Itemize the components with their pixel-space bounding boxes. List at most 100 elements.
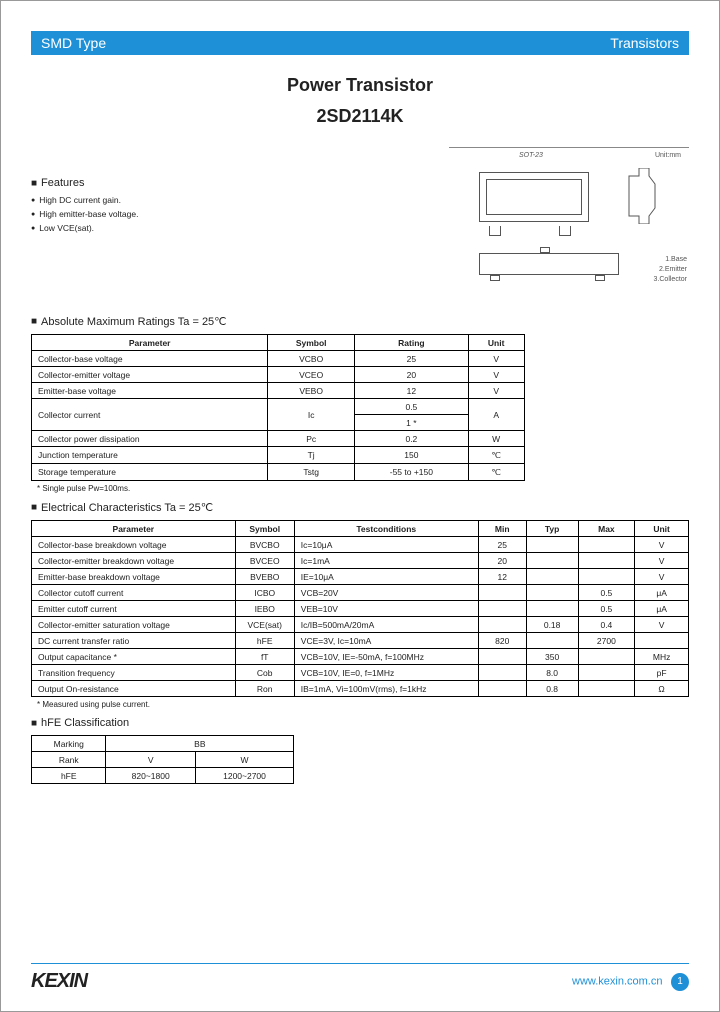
pkg-name: SOT-23 bbox=[519, 152, 543, 159]
table-header-row: Parameter Symbol Testconditions Min Typ … bbox=[32, 521, 689, 537]
abs-max-section: Absolute Maximum Ratings Ta = 25℃ Parame… bbox=[31, 315, 689, 493]
table-row: Emitter cutoff currentIEBOVEB=10V0.5μA bbox=[32, 601, 689, 617]
doc-title: Power Transistor bbox=[31, 75, 689, 96]
cell bbox=[578, 553, 635, 569]
table-row: Output capacitance *fTVCB=10V, IE=-50mA,… bbox=[32, 649, 689, 665]
pin-label: 3.Collector bbox=[654, 276, 687, 283]
col-header: Symbol bbox=[268, 335, 355, 351]
cell bbox=[478, 665, 526, 681]
cell bbox=[578, 681, 635, 697]
cell: 0.5 bbox=[578, 585, 635, 601]
col-header: Min bbox=[478, 521, 526, 537]
datasheet-page: SMD Type Transistors Power Transistor 2S… bbox=[0, 0, 720, 1012]
table-row: Output On-resistanceRonIB=1mA, Vi=100mV(… bbox=[32, 681, 689, 697]
cell: 20 bbox=[478, 553, 526, 569]
feature-item: Low VCE(sat). bbox=[31, 223, 429, 233]
cell: hFE bbox=[235, 633, 294, 649]
cell: Ron bbox=[235, 681, 294, 697]
cell: 0.18 bbox=[526, 617, 578, 633]
page-number: 1 bbox=[671, 973, 689, 991]
table-header-row: Parameter Symbol Rating Unit bbox=[32, 335, 525, 351]
cell: Ic=10μA bbox=[294, 537, 478, 553]
cell: DC current transfer ratio bbox=[32, 633, 236, 649]
cell: Rank bbox=[32, 752, 106, 768]
elec-note: * Measured using pulse current. bbox=[37, 700, 689, 709]
cell bbox=[526, 585, 578, 601]
cell: hFE bbox=[32, 768, 106, 784]
cell bbox=[526, 553, 578, 569]
table-row: Collector-base voltageVCBO25V bbox=[32, 351, 525, 367]
cell bbox=[578, 569, 635, 585]
col-header: Symbol bbox=[235, 521, 294, 537]
cell: VCB=20V bbox=[294, 585, 478, 601]
pin-label: 2.Emitter bbox=[659, 266, 687, 273]
table-row: Collector-emitter voltageVCEO20V bbox=[32, 367, 525, 383]
cell: IE=10μA bbox=[294, 569, 478, 585]
cell: VCB=10V, IE=0, f=1MHz bbox=[294, 665, 478, 681]
cell: V bbox=[635, 569, 689, 585]
elec-heading: Electrical Characteristics Ta = 25℃ bbox=[31, 501, 689, 514]
pkg-outline-side bbox=[627, 168, 657, 224]
cell: 25 bbox=[478, 537, 526, 553]
cell: Ω bbox=[635, 681, 689, 697]
cell: BVCBO bbox=[235, 537, 294, 553]
cell bbox=[478, 601, 526, 617]
table-row: Collector cutoff currentICBOVCB=20V0.5μA bbox=[32, 585, 689, 601]
cell bbox=[478, 585, 526, 601]
cell: Collector cutoff current bbox=[32, 585, 236, 601]
cell: Output On-resistance bbox=[32, 681, 236, 697]
cell: V bbox=[635, 537, 689, 553]
cell: 1200~2700 bbox=[195, 768, 293, 784]
pin-label: 1.Base bbox=[665, 256, 687, 263]
col-header: Rating bbox=[354, 335, 468, 351]
cell: VCE=3V, Ic=10mA bbox=[294, 633, 478, 649]
cell: MHz bbox=[635, 649, 689, 665]
footer: KEXIN www.kexin.com.cn 1 bbox=[31, 963, 689, 993]
cell: IB=1mA, Vi=100mV(rms), f=1kHz bbox=[294, 681, 478, 697]
abs-note: * Single pulse Pw=100ms. bbox=[37, 484, 689, 493]
cell: 8.0 bbox=[526, 665, 578, 681]
features-heading: Features bbox=[31, 177, 429, 189]
cell: fT bbox=[235, 649, 294, 665]
cell: 820 bbox=[478, 633, 526, 649]
table-row: Collector-emitter breakdown voltageBVCEO… bbox=[32, 553, 689, 569]
cell bbox=[526, 633, 578, 649]
cell bbox=[526, 601, 578, 617]
cell: 0.8 bbox=[526, 681, 578, 697]
package-diagram: SOT-23 Unit:mm 1.Base 2.Emitter 3.Collec… bbox=[449, 147, 689, 307]
features-section: Features High DC current gain. High emit… bbox=[31, 147, 429, 307]
pkg-outline-top bbox=[479, 172, 589, 222]
table-row: Collector-base breakdown voltageBVCBOIc=… bbox=[32, 537, 689, 553]
cell: W bbox=[195, 752, 293, 768]
cell: Emitter cutoff current bbox=[32, 601, 236, 617]
cell: Cob bbox=[235, 665, 294, 681]
cell: Emitter-base breakdown voltage bbox=[32, 569, 236, 585]
col-header: Unit bbox=[635, 521, 689, 537]
cell: BVCEO bbox=[235, 553, 294, 569]
feature-item: High DC current gain. bbox=[31, 195, 429, 205]
cell: 2700 bbox=[578, 633, 635, 649]
cell: Collector-emitter saturation voltage bbox=[32, 617, 236, 633]
col-header: Unit bbox=[468, 335, 524, 351]
hfe-section: hFE Classification Marking BB Rank V W h… bbox=[31, 717, 689, 784]
cell: V bbox=[635, 617, 689, 633]
title-block: Power Transistor 2SD2114K bbox=[31, 75, 689, 127]
table-row: Marking BB bbox=[32, 736, 294, 752]
pkg-pin bbox=[489, 226, 501, 236]
cell bbox=[578, 649, 635, 665]
table-row: Transition frequencyCobVCB=10V, IE=0, f=… bbox=[32, 665, 689, 681]
cell: VCB=10V, IE=-50mA, f=100MHz bbox=[294, 649, 478, 665]
footer-url[interactable]: www.kexin.com.cn bbox=[572, 975, 662, 987]
cell: Collector-emitter breakdown voltage bbox=[32, 553, 236, 569]
cell bbox=[578, 537, 635, 553]
col-header: Parameter bbox=[32, 335, 268, 351]
cell bbox=[478, 649, 526, 665]
table-row: Emitter-base breakdown voltageBVEBOIE=10… bbox=[32, 569, 689, 585]
hfe-table: Marking BB Rank V W hFE 820~1800 1200~27… bbox=[31, 735, 294, 784]
abs-heading: Absolute Maximum Ratings Ta = 25℃ bbox=[31, 315, 689, 328]
cell: pF bbox=[635, 665, 689, 681]
brand-logo: KEXIN bbox=[31, 970, 87, 993]
header-left: SMD Type bbox=[41, 35, 106, 51]
col-header: Typ bbox=[526, 521, 578, 537]
cell: Marking bbox=[32, 736, 106, 752]
